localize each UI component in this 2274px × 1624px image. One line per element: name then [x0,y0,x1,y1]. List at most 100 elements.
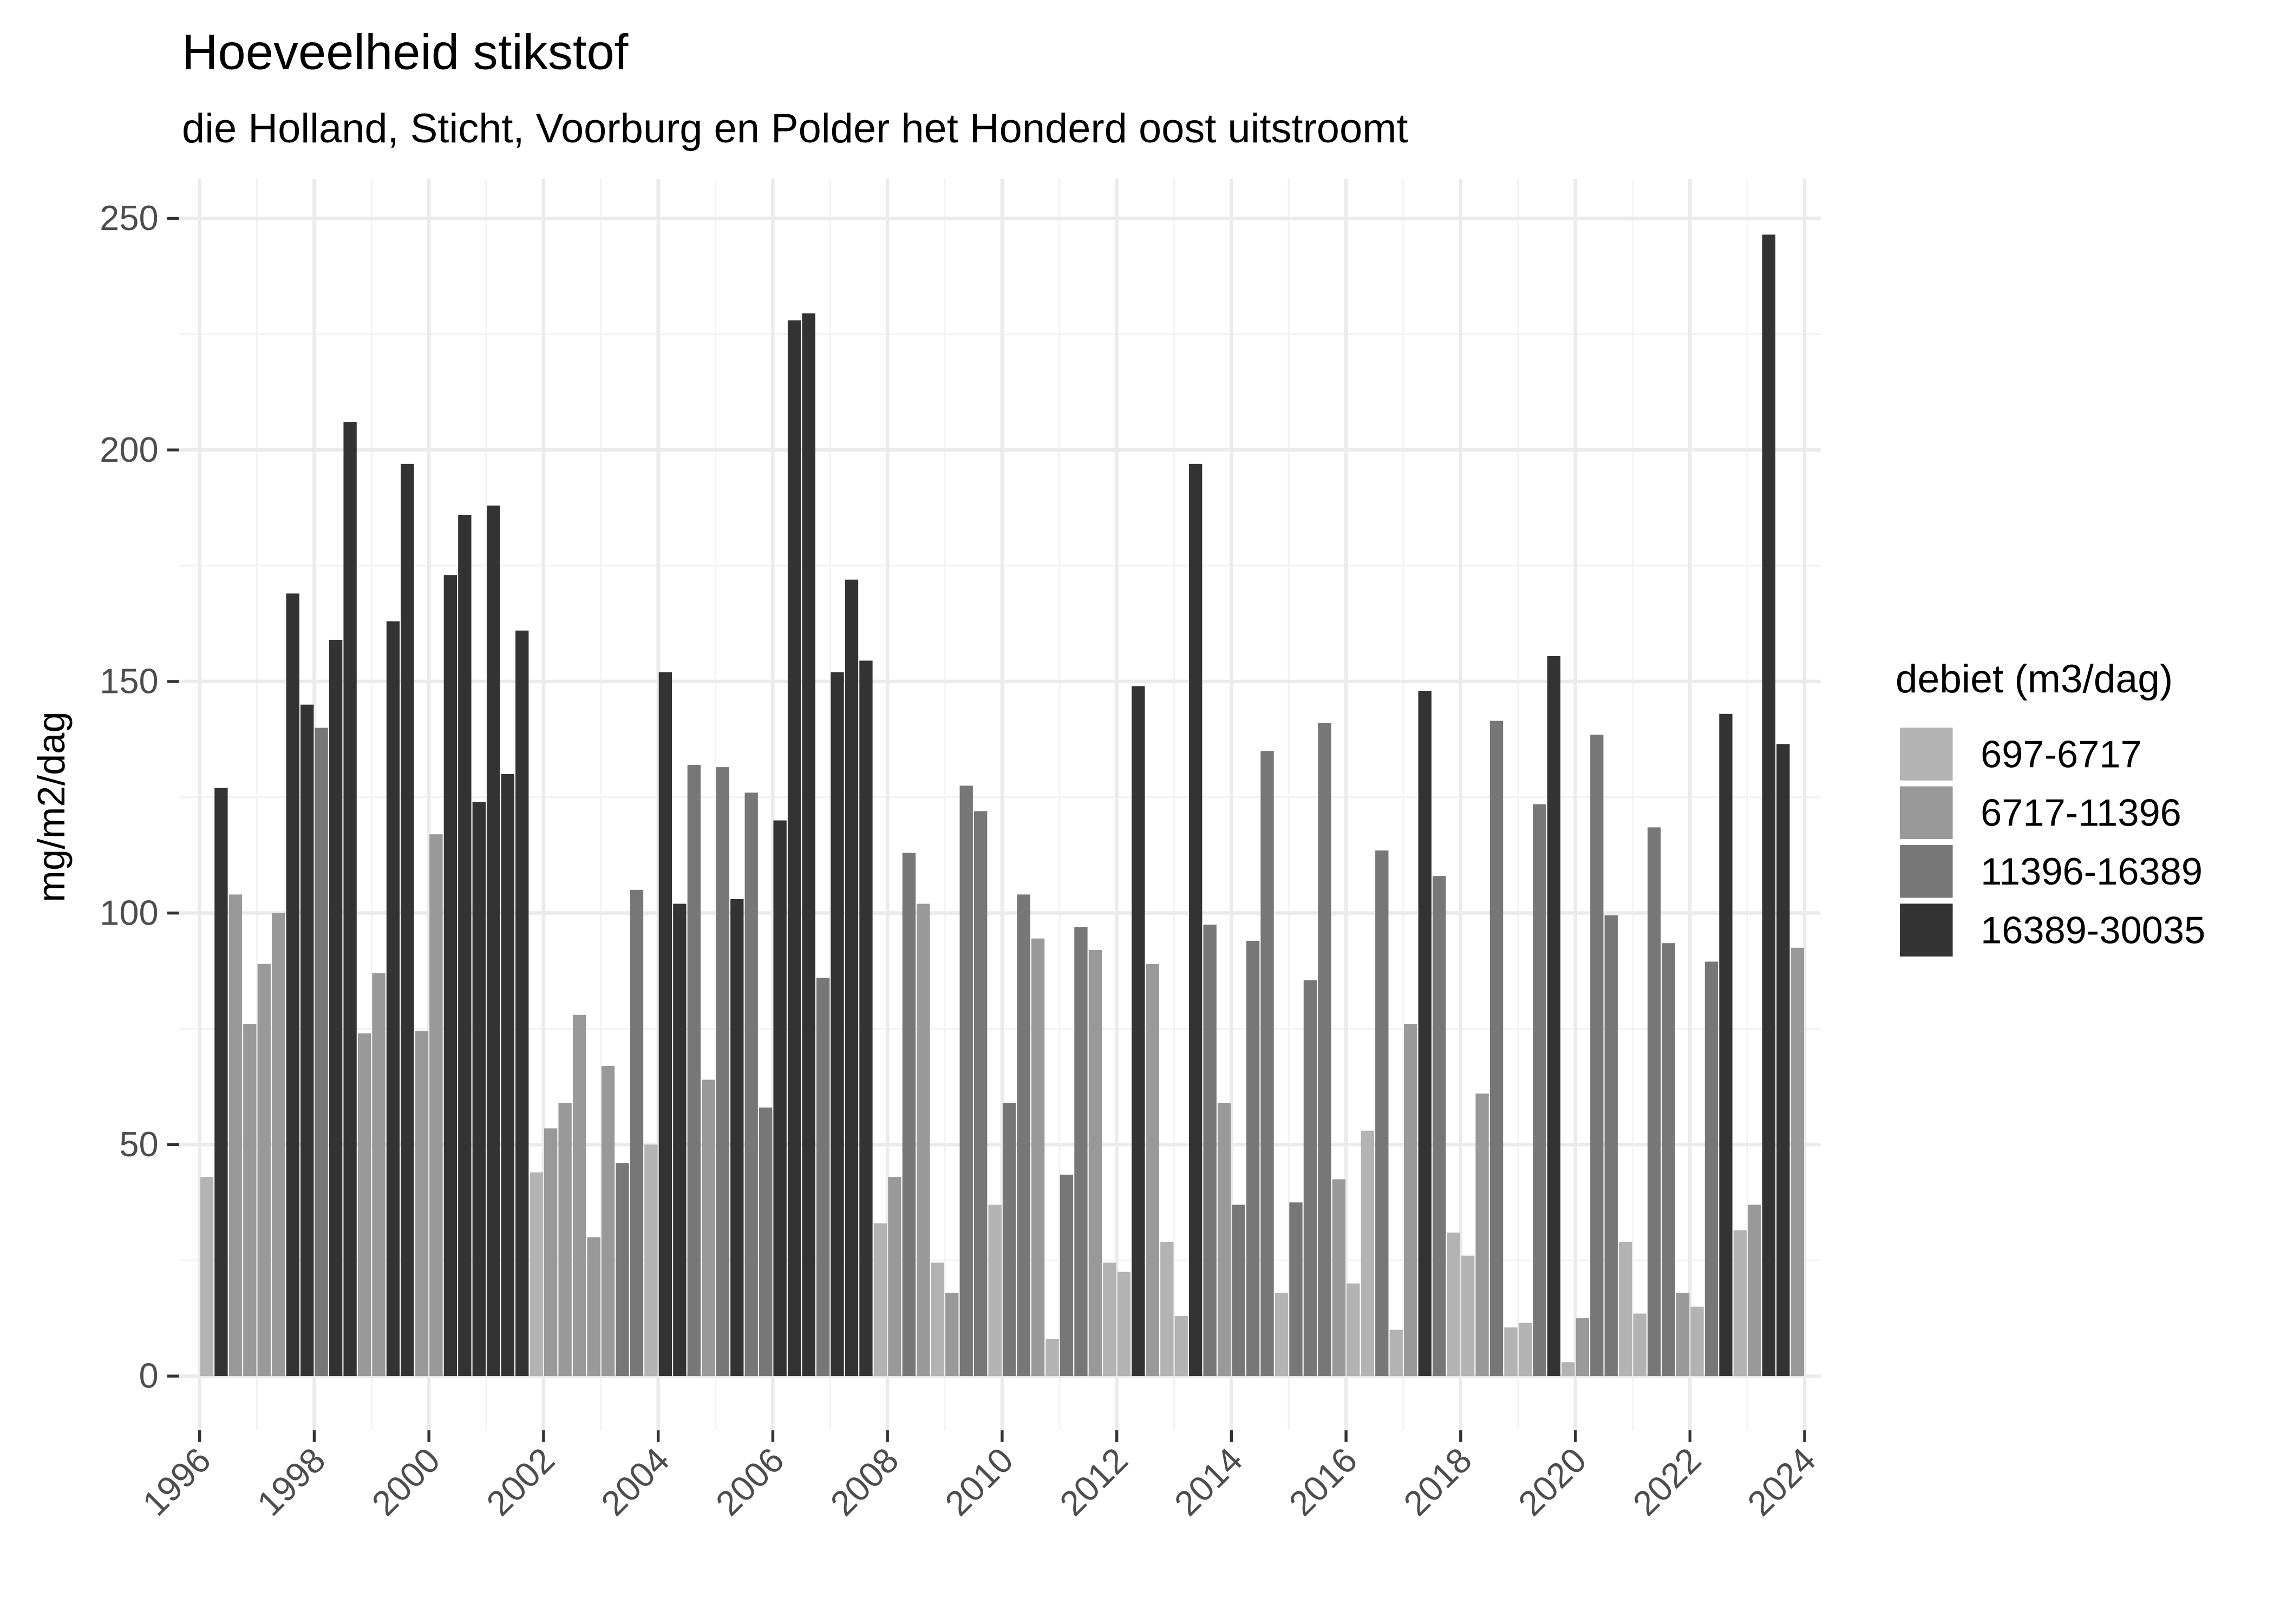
bar [630,889,644,1377]
bar [687,764,701,1377]
bar [601,1065,615,1377]
bar [1690,1306,1704,1377]
bar [443,575,458,1377]
bar [744,793,758,1377]
bar [530,1172,543,1377]
bar [1303,980,1317,1377]
bar [1418,691,1432,1377]
bar [214,788,228,1377]
bar [1332,1179,1346,1377]
bar [1160,1241,1174,1377]
bar [1318,723,1331,1377]
legend-label: 11396-16389 [1981,850,2203,893]
bar [243,1024,257,1377]
bar [587,1237,600,1377]
y-tick-label: 100 [100,893,158,932]
bar [658,672,672,1377]
bar [1447,1232,1460,1377]
bar [831,672,844,1377]
bar [1619,1241,1632,1377]
y-tick-label: 150 [100,662,158,701]
bar [816,978,830,1377]
bar [415,1031,429,1377]
legend-swatch [1900,844,1953,898]
bar [1088,950,1102,1377]
bar [544,1128,558,1377]
bar [1719,713,1733,1377]
bar [501,774,514,1377]
bar [200,1177,214,1377]
bar [1375,850,1389,1377]
bar [859,660,873,1377]
bar [1432,876,1446,1377]
y-axis-label: mg/m2/dag [30,711,73,902]
bar [1576,1318,1589,1377]
bar [902,853,916,1377]
bar [759,1107,773,1377]
bar [888,1177,901,1377]
bar [1361,1130,1374,1377]
bar [945,1293,959,1377]
chart-title: Hoeveelheid stikstof [182,24,629,80]
legend-label: 16389-30035 [1981,909,2205,952]
bar [1547,656,1561,1377]
bar [228,894,243,1377]
y-tick-label: 0 [139,1356,158,1396]
bar [873,1223,887,1377]
bar [1002,1103,1016,1377]
bar [329,639,343,1377]
bar [1504,1327,1518,1377]
bar [1217,1103,1231,1377]
bar [315,728,328,1377]
bar [917,903,930,1377]
bar [1045,1339,1059,1377]
bar [257,964,271,1377]
bar [1203,925,1217,1377]
legend-title: debiet (m3/dag) [1896,657,2173,701]
bar [1347,1283,1360,1377]
bar [1489,721,1504,1377]
bar [1561,1362,1575,1377]
bar [1704,961,1718,1377]
legend-label: 6717-11396 [1981,791,2181,834]
bar [1103,1262,1116,1377]
bar [1518,1322,1532,1377]
bar [702,1079,715,1377]
bar [1533,804,1546,1377]
bar [515,630,529,1377]
bar [1590,735,1604,1377]
legend: 697-6717 6717-11396 11396-16389 16389-30035 [1900,728,2205,957]
bar [644,1144,658,1377]
bar [372,973,385,1377]
bar [1733,1230,1747,1377]
bar [429,834,443,1377]
legend-swatch [1900,728,1953,781]
bar [716,767,729,1377]
bar [1289,1202,1303,1377]
bar [458,514,472,1377]
bar [1174,1315,1188,1377]
bar [343,422,357,1377]
bar [1132,686,1145,1377]
bar [1060,1174,1074,1377]
bar [357,1033,371,1377]
bar [1389,1330,1403,1377]
bar [1633,1313,1646,1377]
bar [1662,943,1675,1377]
bar [1117,1272,1131,1377]
bar [1776,744,1790,1377]
bar [300,704,314,1377]
bar [1604,915,1618,1377]
y-tick-label: 50 [119,1124,158,1164]
legend-label: 697-6717 [1981,732,2142,775]
bar [1017,894,1030,1377]
legend-swatch [1900,786,1953,840]
bar [286,593,299,1377]
bar [1260,751,1274,1377]
bar [1475,1093,1489,1377]
bar [1791,947,1805,1377]
bar [1189,463,1203,1377]
bar [1676,1293,1690,1377]
